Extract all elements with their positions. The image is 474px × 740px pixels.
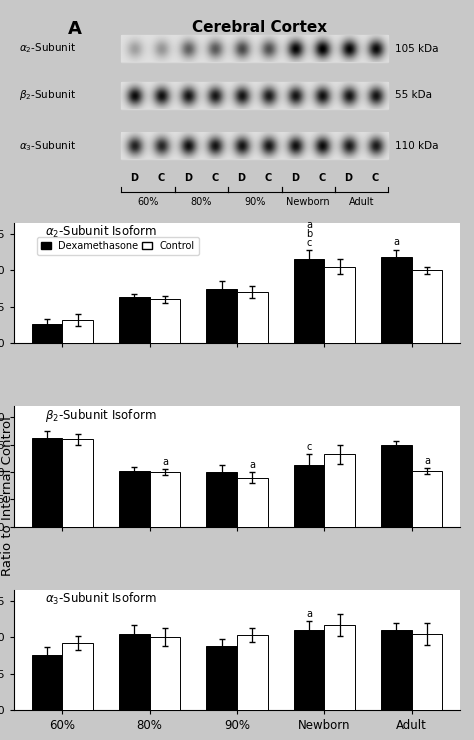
Bar <box>324 454 355 527</box>
Text: a: a <box>162 457 168 467</box>
Bar <box>150 637 180 710</box>
Text: C: C <box>211 173 219 183</box>
Text: D: D <box>237 173 246 183</box>
Text: 110 kDa: 110 kDa <box>395 141 438 151</box>
Bar <box>121 82 389 109</box>
Bar <box>294 259 324 343</box>
Bar <box>62 439 93 527</box>
Bar <box>381 445 412 527</box>
Text: Ratio to Internal Control: Ratio to Internal Control <box>0 416 14 576</box>
Text: C: C <box>318 173 325 183</box>
Text: D: D <box>184 173 192 183</box>
Text: 90%: 90% <box>244 197 265 206</box>
Bar <box>62 320 93 343</box>
Text: $\alpha_3$-Subunit Isoform: $\alpha_3$-Subunit Isoform <box>46 591 157 607</box>
Text: Cerebral Cortex: Cerebral Cortex <box>191 21 327 36</box>
Text: 80%: 80% <box>191 197 212 206</box>
Text: C: C <box>158 173 165 183</box>
Text: Adult: Adult <box>349 197 374 206</box>
Text: C: C <box>264 173 272 183</box>
Text: a: a <box>306 609 312 619</box>
Bar <box>324 266 355 343</box>
Bar <box>32 438 62 527</box>
Text: 55 kDa: 55 kDa <box>395 90 432 101</box>
Text: a: a <box>424 456 430 465</box>
Bar <box>294 630 324 710</box>
Text: $\alpha_2$-Subunit Isoform: $\alpha_2$-Subunit Isoform <box>46 223 157 240</box>
Bar <box>121 133 389 159</box>
Text: A: A <box>68 21 82 38</box>
Bar <box>62 643 93 710</box>
Text: D: D <box>130 173 138 183</box>
Bar <box>412 471 442 527</box>
Bar <box>294 465 324 527</box>
Bar <box>412 633 442 710</box>
Bar <box>324 625 355 710</box>
Text: a: a <box>249 460 255 470</box>
Legend: Dexamethasone, Control: Dexamethasone, Control <box>37 238 199 255</box>
Bar <box>119 633 150 710</box>
Text: $\beta_2$-Subunit: $\beta_2$-Subunit <box>18 89 76 102</box>
Text: $\beta_2$-Subunit Isoform: $\beta_2$-Subunit Isoform <box>46 407 157 424</box>
Text: 60%: 60% <box>137 197 159 206</box>
Text: Newborn: Newborn <box>286 197 330 206</box>
Bar <box>206 646 237 710</box>
Bar <box>119 297 150 343</box>
Bar <box>206 472 237 527</box>
Text: D: D <box>345 173 352 183</box>
Text: $\alpha_2$-Subunit: $\alpha_2$-Subunit <box>18 41 76 55</box>
Bar <box>119 471 150 527</box>
Bar <box>237 477 268 527</box>
Text: D: D <box>291 173 299 183</box>
Text: a
b
c: a b c <box>306 221 312 248</box>
Bar <box>121 36 389 61</box>
Bar <box>150 472 180 527</box>
Bar <box>32 655 62 710</box>
Bar <box>237 292 268 343</box>
Text: C: C <box>372 173 379 183</box>
Bar <box>412 270 442 343</box>
Text: a: a <box>393 238 400 247</box>
Bar <box>381 630 412 710</box>
Bar <box>206 289 237 343</box>
Text: c: c <box>306 442 312 452</box>
Text: $\alpha_3$-Subunit: $\alpha_3$-Subunit <box>18 139 76 153</box>
Bar <box>32 323 62 343</box>
Bar <box>237 635 268 710</box>
Bar <box>381 257 412 343</box>
Bar <box>150 300 180 343</box>
Text: 105 kDa: 105 kDa <box>395 44 438 53</box>
